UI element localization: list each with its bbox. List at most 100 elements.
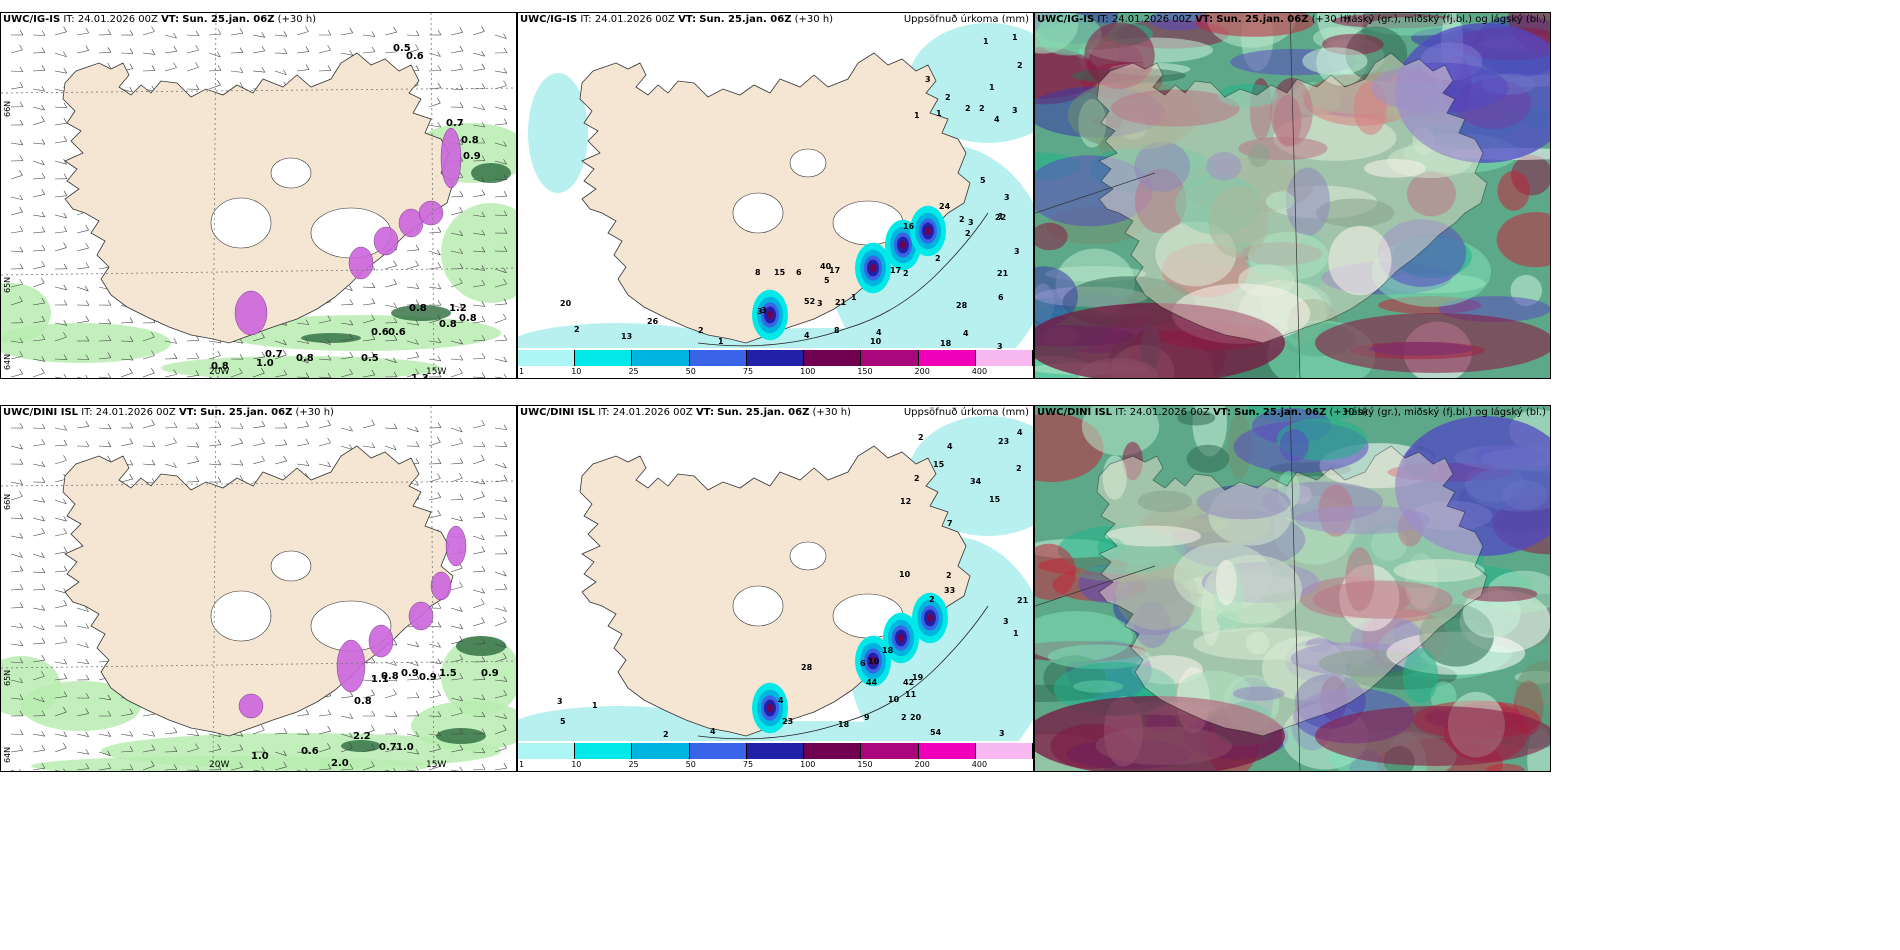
wind-barb-flag xyxy=(19,155,24,161)
wind-barb xyxy=(450,586,463,591)
wind-barb-flag xyxy=(85,27,90,34)
snow-area xyxy=(418,200,444,226)
wind-value-label: 0.6 xyxy=(331,378,349,379)
snow-area xyxy=(445,525,467,567)
colorbar-segment xyxy=(575,350,633,366)
wind-barb xyxy=(142,749,155,753)
wind-barb-flag xyxy=(459,606,463,612)
graticule-line xyxy=(1,267,516,276)
glacier xyxy=(270,550,312,582)
wind-barb xyxy=(10,373,23,378)
wind-barb xyxy=(472,339,485,342)
map-panel-3: UWC/IG-IS IT: 24.01.2026 00Z VT: Sun. 25… xyxy=(1034,12,1551,379)
wind-barb xyxy=(296,31,309,36)
precip-value-label: 3 xyxy=(997,342,1003,351)
glacier xyxy=(789,541,827,571)
wind-barb-flag xyxy=(41,624,45,631)
wind-barb-flag xyxy=(261,67,266,73)
wind-barb xyxy=(494,34,507,39)
wind-barb-flag xyxy=(19,81,24,88)
wind-barb xyxy=(472,250,485,253)
init-time: 24.01.2026 00Z xyxy=(594,14,675,25)
wind-barb-flag xyxy=(239,28,244,34)
wind-barb xyxy=(76,32,89,36)
wind-barb-flag xyxy=(151,731,156,737)
wind-barb-flag xyxy=(459,695,463,702)
wind-barb-flag xyxy=(481,711,486,717)
wind-barb-flag xyxy=(19,584,24,590)
wind-barb xyxy=(54,460,67,465)
wind-barb-flag xyxy=(239,354,244,360)
wind-barb xyxy=(494,106,507,111)
wind-barb-flag xyxy=(393,278,397,285)
wind-barb xyxy=(164,67,177,72)
wind-barb-flag xyxy=(41,744,46,751)
precip-value-label: 8 xyxy=(755,268,761,277)
wind-barb xyxy=(428,748,441,753)
wind-barb-flag xyxy=(481,565,486,572)
wind-barb xyxy=(450,88,463,91)
wind-barb-flag xyxy=(415,748,420,755)
precip-value-label: 1 xyxy=(989,83,995,92)
snow-area xyxy=(398,208,424,238)
wind-value-label: 0.5 xyxy=(393,43,411,54)
wind-barb-flag xyxy=(41,159,45,165)
wind-barb-flag xyxy=(63,455,67,461)
wind-barb-flag xyxy=(349,368,353,375)
precip-value-label: 10 xyxy=(870,337,882,346)
wind-barb-flag xyxy=(459,354,464,361)
wind-barb-flag xyxy=(459,139,464,145)
wind-barb xyxy=(406,34,420,36)
cloud-cover-patch xyxy=(1134,141,1191,192)
wind-barb xyxy=(76,247,89,252)
wind-barb xyxy=(208,340,221,343)
wind-barb-flag xyxy=(261,351,266,357)
wind-barb xyxy=(296,463,309,466)
wind-barb xyxy=(318,70,332,72)
wind-barb-flag xyxy=(459,426,463,433)
wind-barb-flag xyxy=(503,33,507,39)
cloud-cover-patch xyxy=(1377,219,1467,287)
precip-value-label: 12 xyxy=(900,497,912,506)
wind-barb-flag xyxy=(19,657,24,664)
wind-barb-flag xyxy=(63,299,68,306)
wind-barb-flag xyxy=(217,459,222,466)
valid-time-label: VT: xyxy=(1212,407,1231,418)
wind-barb xyxy=(494,499,507,502)
colorbar-tick: 25 xyxy=(628,367,639,376)
wind-barb xyxy=(230,749,243,753)
wind-barb-flag xyxy=(503,228,508,234)
wind-barb xyxy=(32,194,45,198)
wind-barb-flag xyxy=(437,761,441,767)
wind-barb-flag xyxy=(173,437,177,443)
wind-barb xyxy=(428,678,441,681)
precip-value-label: 20 xyxy=(560,299,572,308)
wind-barb-flag xyxy=(393,260,397,266)
precip-value-label: 1 xyxy=(1013,629,1019,638)
wind-barb-flag xyxy=(481,747,486,754)
wind-barb-flag xyxy=(459,119,464,125)
glacier xyxy=(270,157,312,189)
wind-barb xyxy=(208,463,221,466)
wind-barb-flag xyxy=(503,724,507,731)
wind-speed-area xyxy=(31,756,431,771)
precip-value-label: 23 xyxy=(998,437,1010,446)
precip-value-label: 18 xyxy=(838,720,850,729)
wind-barb-flag xyxy=(305,460,310,466)
wind-barb-flag xyxy=(503,548,508,554)
wind-barb-flag xyxy=(459,45,464,51)
colorbar-tick: 1 xyxy=(519,367,525,376)
wind-barb-flag xyxy=(41,710,46,716)
init-time: 24.01.2026 00Z xyxy=(1129,407,1210,418)
init-time: 24.01.2026 00Z xyxy=(77,14,158,25)
wind-barb xyxy=(54,376,63,378)
lat-label-64n: 64N xyxy=(3,353,12,370)
lat-label-66n: 66N xyxy=(3,493,12,510)
wind-barb xyxy=(362,303,375,306)
wind-value-label: 0.8 xyxy=(409,303,427,314)
wind-barb-flag xyxy=(41,47,46,53)
wind-barb-flag xyxy=(393,743,397,750)
precip-value-label: 2 xyxy=(1017,61,1023,70)
wind-barb xyxy=(406,265,419,270)
snow-area xyxy=(336,639,366,693)
